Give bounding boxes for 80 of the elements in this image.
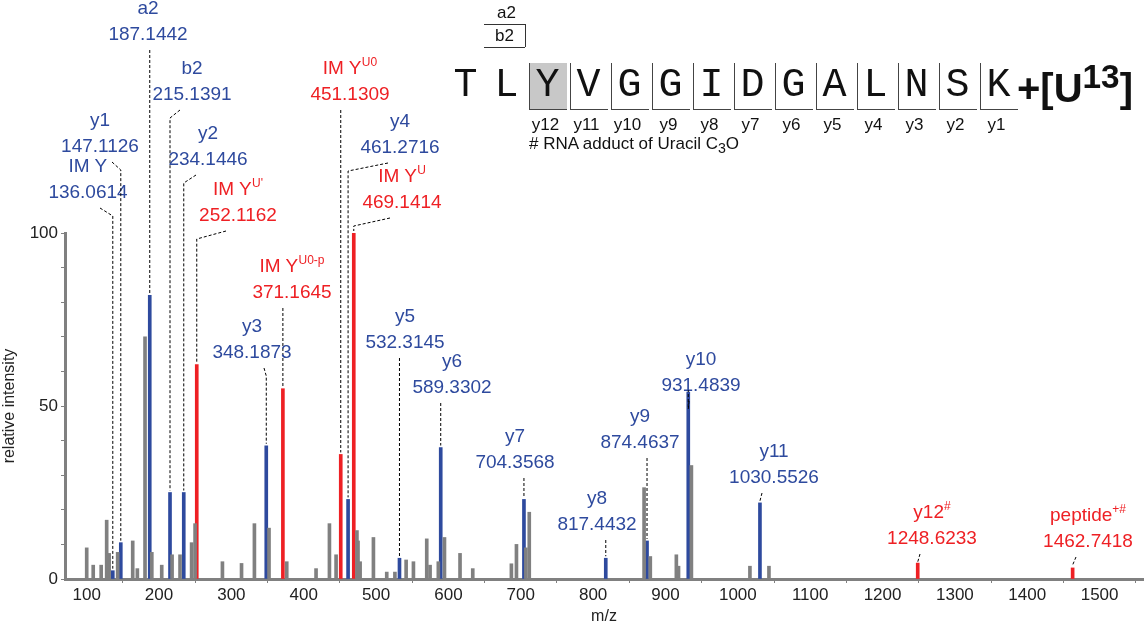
annotation: IM Y 136.0614 (48, 155, 129, 202)
x-tick-label: 1000 (718, 584, 757, 604)
text: N (898, 63, 935, 110)
x-tick-label: 1200 (863, 584, 902, 604)
text: b2 (484, 24, 526, 47)
annotation: y10 931.4839 (661, 348, 741, 395)
bar (346, 499, 350, 579)
annotation: y1 147.1126 (61, 109, 139, 156)
annotation: y9 874.4637 (600, 405, 680, 452)
x-tick-label: 500 (361, 584, 391, 604)
annotation: b2 215.1391 (152, 57, 232, 104)
annotation: y3 348.1873 (212, 315, 292, 362)
x-tick-label: 1300 (935, 584, 974, 604)
text: T (452, 63, 479, 110)
x-tick-label: 1400 (1008, 584, 1047, 604)
y-tick-label: 100 (29, 222, 58, 242)
annotation: y2 234.1446 (168, 122, 248, 169)
text: G (652, 63, 689, 110)
bar (118, 542, 123, 579)
text: # RNA adduct of Uracil C$_{3}$O (529, 134, 740, 157)
text: L (857, 63, 894, 110)
bar (338, 454, 343, 579)
x-tick-label: 1500 (1080, 584, 1119, 604)
text: y12 (530, 115, 561, 136)
y-tick-label: 0 (48, 568, 58, 588)
bar (603, 557, 608, 579)
text: y8 (699, 115, 720, 136)
annotation: y5 532.3145 (365, 305, 445, 352)
annotation: y6 589.3302 (412, 350, 492, 397)
annotation: y8 817.4432 (557, 487, 637, 534)
bar (147, 294, 152, 579)
text: +[U$^{13}$] (1017, 57, 1133, 113)
text: y4 (863, 115, 884, 136)
text: y2 (945, 115, 966, 136)
text: y9 (658, 115, 679, 136)
text: a2 (496, 2, 517, 24)
bar (181, 492, 186, 579)
text: G (611, 63, 648, 110)
x-tick-label: 100 (72, 584, 101, 604)
annotation: y12# 1248.6233 (887, 499, 977, 548)
text: G (775, 63, 812, 110)
text: y11 (572, 115, 601, 136)
x-tick-label: 600 (434, 584, 463, 604)
bar (758, 502, 762, 579)
text: D (734, 63, 771, 110)
annotation: peptide+# 1462.7418 (1043, 502, 1133, 551)
bar (686, 391, 691, 579)
text: K (980, 63, 1017, 110)
text: y6 (781, 115, 802, 136)
bar (915, 562, 920, 579)
x-tick-label: 700 (506, 584, 535, 604)
bar (264, 445, 269, 579)
x-tick-label: 200 (144, 584, 174, 604)
bar (438, 447, 443, 579)
text: A (816, 63, 853, 110)
x-tick-label: 800 (578, 584, 608, 604)
y-axis-title: relative intensity (0, 348, 18, 464)
text: y5 (822, 115, 843, 136)
text: S (939, 63, 976, 110)
x-tick-label: 400 (289, 584, 318, 604)
x-axis-title: m/z (591, 606, 617, 624)
text: y7 (740, 115, 761, 136)
annotation: a2 187.1442 (108, 0, 188, 44)
bar (110, 570, 115, 579)
text: V (570, 63, 607, 110)
text: L (493, 63, 520, 110)
bar (281, 388, 285, 579)
text: y3 (904, 115, 925, 136)
x-tick-label: 900 (651, 584, 680, 604)
y-tick-label: 50 (39, 395, 58, 415)
text: I (693, 63, 730, 110)
annotation: y7 704.3568 (475, 425, 555, 472)
annotation: y4 461.2716 (360, 110, 440, 157)
text: y10 (612, 115, 643, 136)
annotation: y11 1030.5526 (729, 440, 819, 487)
text: Y (529, 63, 566, 110)
x-tick-label: 300 (217, 584, 246, 604)
x-tick-label: 1100 (791, 584, 829, 604)
bar (351, 233, 356, 579)
text: y1 (986, 115, 1007, 136)
